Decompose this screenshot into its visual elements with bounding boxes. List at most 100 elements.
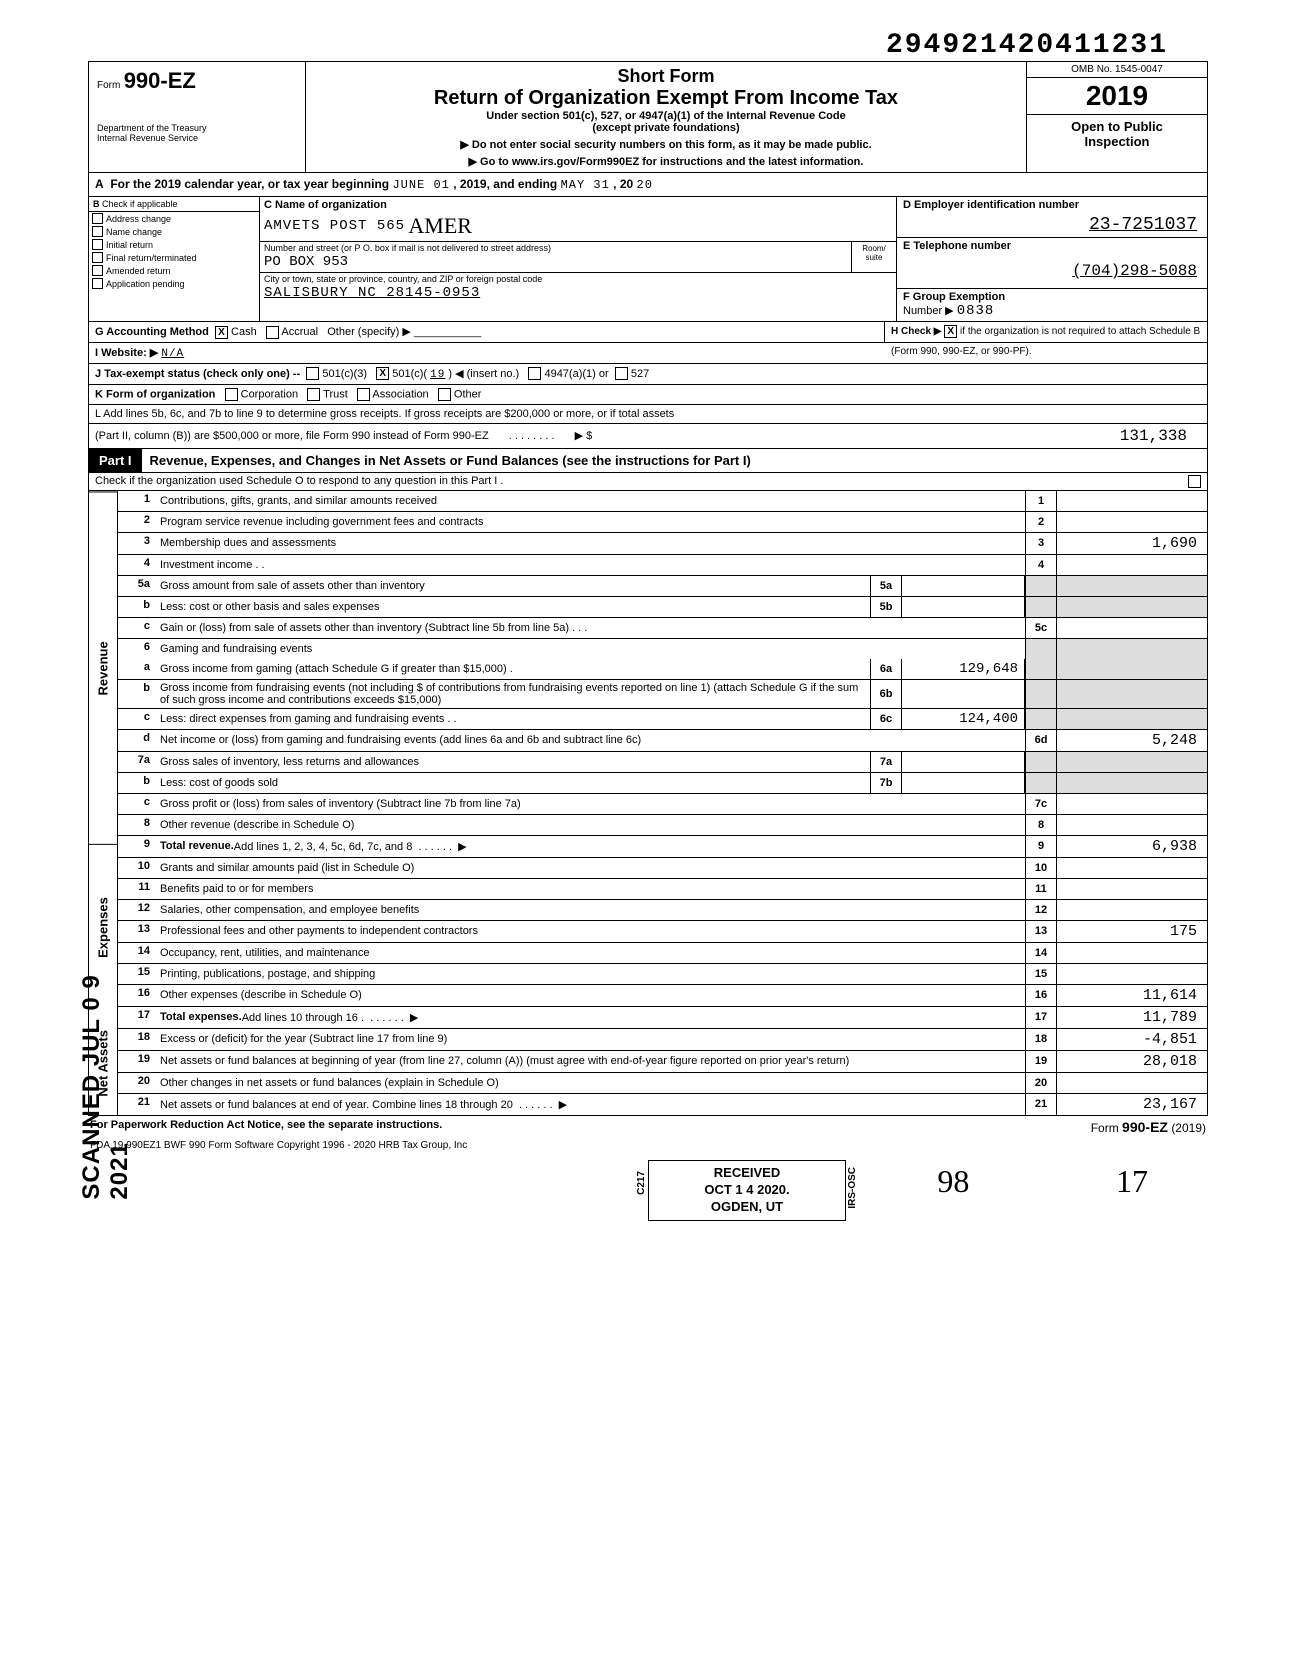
lbl-accrual: Accrual bbox=[281, 326, 318, 338]
line-number: b bbox=[118, 597, 156, 617]
line-description: Less: cost of goods sold bbox=[156, 773, 870, 793]
lbl-pending: Application pending bbox=[106, 279, 185, 289]
line-number: 2 bbox=[118, 512, 156, 532]
ein-label: D Employer identification number bbox=[903, 199, 1079, 211]
chk-schedule-b[interactable]: X bbox=[944, 325, 957, 338]
table-row: 5aGross amount from sale of assets other… bbox=[118, 576, 1207, 597]
chk-trust[interactable] bbox=[307, 388, 320, 401]
lbl-cash: Cash bbox=[231, 326, 257, 338]
end-line-value: 11,614 bbox=[1057, 985, 1207, 1006]
chk-cash[interactable]: X bbox=[215, 326, 228, 339]
lbl-501c-a: 501(c)( bbox=[392, 368, 427, 380]
end-line-value bbox=[1057, 680, 1207, 708]
end-line-value bbox=[1057, 815, 1207, 835]
open-public-1: Open to Public bbox=[1031, 119, 1203, 134]
end-line-value bbox=[1057, 618, 1207, 638]
end-line-value bbox=[1057, 491, 1207, 511]
end-line-value bbox=[1057, 900, 1207, 920]
col-b-head: B bbox=[93, 199, 100, 209]
title-short-form: Short Form bbox=[312, 66, 1020, 87]
mid-line-value bbox=[902, 576, 1025, 596]
instruction-1: ▶ Do not enter social security numbers o… bbox=[312, 138, 1020, 151]
end-line-number: 4 bbox=[1025, 555, 1057, 575]
line-a-prefix: For the 2019 calendar year, or tax year … bbox=[110, 177, 389, 191]
city-label: City or town, state or province, country… bbox=[260, 273, 896, 285]
col-b-label: Check if applicable bbox=[102, 199, 178, 209]
footer-form-yr: (2019) bbox=[1171, 1121, 1206, 1135]
chk-pending[interactable] bbox=[92, 278, 103, 289]
chk-corp[interactable] bbox=[225, 388, 238, 401]
name-label: Name of organization bbox=[275, 199, 387, 211]
table-row: 19Net assets or fund balances at beginni… bbox=[118, 1051, 1207, 1073]
mid-line-value: 129,648 bbox=[902, 659, 1025, 679]
lbl-final: Final return/terminated bbox=[106, 253, 197, 263]
table-row: 20Other changes in net assets or fund ba… bbox=[118, 1073, 1207, 1094]
end-line-value: 5,248 bbox=[1057, 730, 1207, 751]
mid-line-value bbox=[902, 680, 1025, 708]
chk-schedule-o[interactable] bbox=[1188, 475, 1201, 488]
table-row: 13Professional fees and other payments t… bbox=[118, 921, 1207, 943]
stamp-received: RECEIVED bbox=[657, 1165, 837, 1182]
end-line-number: 18 bbox=[1025, 1029, 1057, 1050]
stamp-side-l: C217 bbox=[635, 1171, 648, 1195]
table-row: 16Other expenses (describe in Schedule O… bbox=[118, 985, 1207, 1007]
phone-value: (704)298-5088 bbox=[897, 254, 1207, 289]
line-description: Benefits paid to or for members bbox=[156, 879, 1025, 899]
mid-line-value: 124,400 bbox=[902, 709, 1025, 729]
chk-other-org[interactable] bbox=[438, 388, 451, 401]
chk-name-change[interactable] bbox=[92, 226, 103, 237]
chk-accrual[interactable] bbox=[266, 326, 279, 339]
501c-number: 19 bbox=[430, 369, 445, 381]
chk-address-change[interactable] bbox=[92, 213, 103, 224]
line-number: c bbox=[118, 709, 156, 729]
end-line-value bbox=[1057, 576, 1207, 596]
chk-final[interactable] bbox=[92, 252, 103, 263]
table-row: 4Investment income . .4 bbox=[118, 555, 1207, 576]
lbl-assoc: Association bbox=[372, 388, 428, 400]
line-number: 12 bbox=[118, 900, 156, 920]
lbl-name-change: Name change bbox=[106, 227, 162, 237]
lbl-corp: Corporation bbox=[241, 388, 298, 400]
chk-initial[interactable] bbox=[92, 239, 103, 250]
form-number: 990-EZ bbox=[124, 68, 196, 93]
chk-assoc[interactable] bbox=[357, 388, 370, 401]
stamp-location: OGDEN, UT bbox=[657, 1199, 837, 1216]
chk-amended[interactable] bbox=[92, 265, 103, 276]
line-number: b bbox=[118, 773, 156, 793]
omb-number: OMB No. 1545-0047 bbox=[1027, 62, 1207, 78]
chk-501c3[interactable] bbox=[306, 367, 319, 380]
mid-line-number: 6b bbox=[870, 680, 902, 708]
line-number: 1 bbox=[118, 491, 156, 511]
lbl-other-method: Other (specify) ▶ bbox=[327, 326, 411, 338]
h-text: if the organization is not required to a… bbox=[960, 326, 1200, 337]
line-number: b bbox=[118, 680, 156, 708]
line-description: Other expenses (describe in Schedule O) bbox=[156, 985, 1025, 1006]
chk-501c-other[interactable]: X bbox=[376, 367, 389, 380]
end-line-number bbox=[1025, 773, 1057, 793]
tax-year: 2019 bbox=[1027, 78, 1207, 115]
sidebar-revenue: Revenue bbox=[89, 491, 117, 844]
end-line-number: 20 bbox=[1025, 1073, 1057, 1093]
end-line-value: 175 bbox=[1057, 921, 1207, 942]
chk-527[interactable] bbox=[615, 367, 628, 380]
table-row: bLess: cost of goods sold7b bbox=[118, 773, 1207, 794]
end-line-number: 5c bbox=[1025, 618, 1057, 638]
part-i-header: Part I Revenue, Expenses, and Changes in… bbox=[88, 449, 1208, 473]
end-line-number: 13 bbox=[1025, 921, 1057, 942]
table-row: 8Other revenue (describe in Schedule O)8 bbox=[118, 815, 1207, 836]
end-line-number: 8 bbox=[1025, 815, 1057, 835]
lbl-other-org: Other bbox=[454, 388, 482, 400]
col-c-head: C bbox=[264, 199, 272, 211]
row-g: G Accounting Method X Cash Accrual Other… bbox=[88, 321, 1208, 342]
end-line-value: 28,018 bbox=[1057, 1051, 1207, 1072]
line-number: 9 bbox=[118, 836, 156, 857]
gex-label: F Group Exemption bbox=[903, 291, 1005, 303]
title-main: Return of Organization Exempt From Incom… bbox=[312, 87, 1020, 110]
year-end-month: MAY 31 bbox=[561, 178, 610, 192]
end-line-value bbox=[1057, 639, 1207, 659]
stamp-date: OCT 1 4 2020. bbox=[657, 1182, 837, 1199]
room-label: Room/ suite bbox=[851, 242, 896, 273]
end-line-number bbox=[1025, 709, 1057, 729]
addr-label: Number and street (or P O. box if mail i… bbox=[260, 242, 851, 254]
chk-4947[interactable] bbox=[528, 367, 541, 380]
